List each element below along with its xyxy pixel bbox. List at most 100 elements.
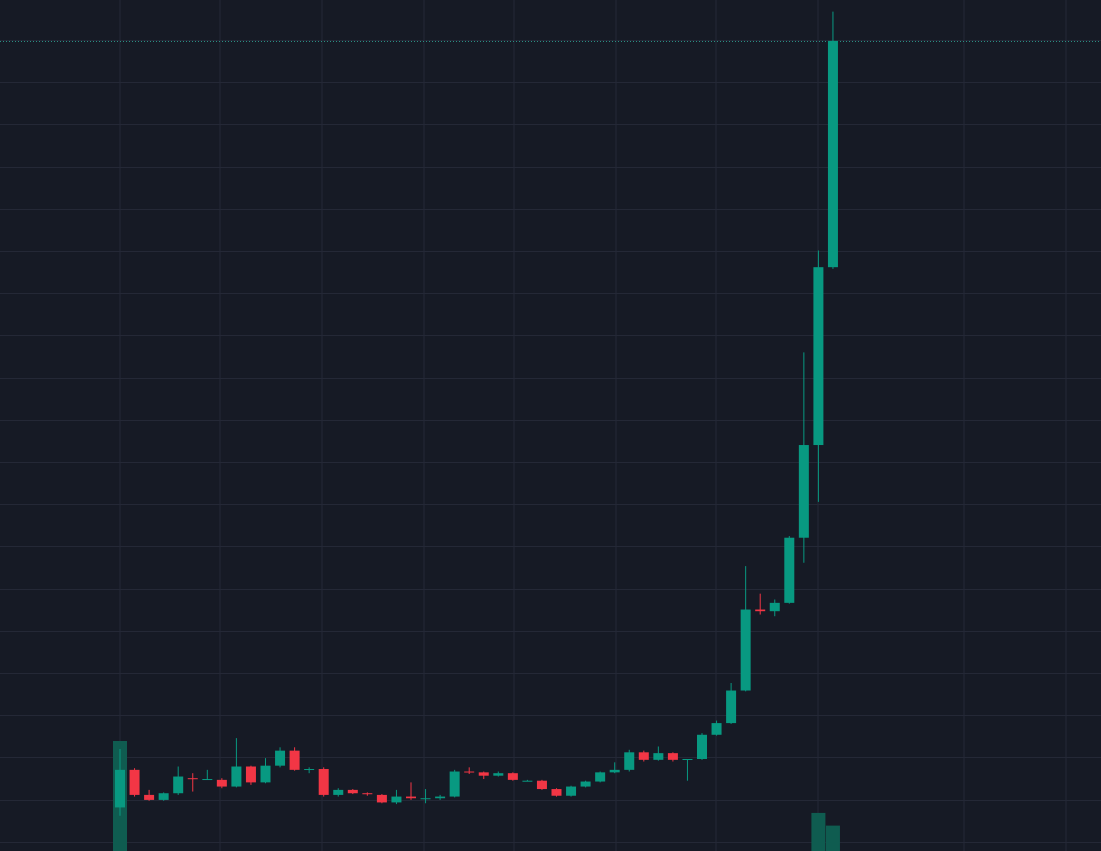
candle-body (420, 798, 431, 800)
candle-body (711, 723, 722, 735)
candle-body (115, 769, 125, 808)
candle-body (158, 793, 169, 800)
candle-body (245, 766, 256, 783)
candle[interactable] (376, 794, 387, 804)
candle[interactable] (493, 771, 504, 777)
candle[interactable] (711, 720, 722, 736)
candle[interactable] (551, 788, 562, 797)
candle[interactable] (289, 747, 300, 771)
candle[interactable] (304, 767, 315, 774)
candle[interactable] (653, 746, 664, 761)
candle[interactable] (755, 593, 766, 615)
candle-body (566, 786, 577, 796)
candle[interactable] (595, 771, 606, 783)
candle-body (493, 773, 504, 776)
candle[interactable] (827, 11, 838, 269)
candle-body (653, 753, 664, 760)
candle-body (391, 796, 402, 803)
candle[interactable] (333, 788, 344, 797)
candle[interactable] (464, 767, 475, 775)
candle-body (798, 445, 809, 538)
candle-body (216, 779, 227, 787)
candle-body (595, 772, 606, 782)
candles[interactable] (115, 11, 838, 816)
candle-body (304, 769, 315, 771)
candle[interactable] (449, 769, 460, 798)
candle[interactable] (362, 792, 373, 796)
volume-bar (811, 812, 826, 851)
candle-body (406, 796, 416, 799)
candle[interactable] (638, 750, 649, 762)
candle-body (536, 780, 547, 790)
candle[interactable] (318, 767, 329, 797)
candle-body (231, 766, 242, 787)
candle-body (813, 267, 824, 446)
candle-body (173, 776, 184, 794)
candle-body (202, 779, 213, 781)
candle[interactable] (144, 789, 155, 801)
candle-body (333, 789, 344, 795)
candle[interactable] (216, 778, 227, 789)
candle-body (464, 771, 475, 773)
candle[interactable] (158, 792, 169, 801)
candle-body (318, 769, 329, 795)
volume-bar (825, 825, 840, 851)
candle[interactable] (726, 683, 737, 724)
candle-body (667, 753, 678, 760)
candle-body (682, 758, 693, 760)
candle[interactable] (769, 599, 780, 617)
candle[interactable] (245, 765, 256, 785)
candle[interactable] (478, 771, 489, 780)
candle[interactable] (435, 794, 446, 800)
candle[interactable] (260, 758, 271, 784)
candle-body (609, 769, 620, 773)
candle[interactable] (624, 749, 635, 772)
candle[interactable] (391, 789, 402, 805)
candle[interactable] (798, 352, 809, 563)
candle[interactable] (536, 779, 547, 790)
candle-body (275, 750, 286, 766)
candle[interactable] (566, 785, 577, 797)
candle-body (187, 778, 198, 780)
candle[interactable] (813, 250, 824, 502)
candle-body (144, 794, 155, 800)
candle-body (435, 796, 446, 799)
candle-body (551, 789, 562, 796)
candle-body (376, 794, 387, 803)
candle-body (726, 690, 737, 724)
candle[interactable] (275, 747, 286, 768)
candle[interactable] (420, 789, 431, 804)
candle[interactable] (522, 779, 533, 782)
candle[interactable] (406, 782, 416, 800)
candle[interactable] (129, 768, 140, 797)
candle[interactable] (507, 772, 518, 781)
candle[interactable] (173, 766, 184, 795)
candle-body (827, 40, 838, 268)
candle[interactable] (115, 748, 125, 816)
candle-body (362, 793, 373, 795)
candle[interactable] (202, 769, 213, 781)
candle[interactable] (667, 752, 678, 762)
candle[interactable] (609, 762, 620, 774)
candle[interactable] (187, 773, 198, 792)
candle[interactable] (347, 789, 358, 795)
candle[interactable] (697, 733, 707, 760)
candle-body (522, 780, 533, 782)
candle-body (638, 752, 649, 760)
candle-body (260, 765, 271, 783)
candle-body (449, 771, 460, 797)
candle[interactable] (580, 780, 591, 788)
candle-body (740, 609, 751, 691)
candle-body (478, 772, 489, 776)
candle-body (129, 769, 140, 795)
candle-body (697, 734, 707, 759)
candle-body (784, 537, 795, 603)
candle[interactable] (682, 758, 693, 781)
candle[interactable] (784, 536, 795, 604)
candle-body (580, 781, 591, 787)
candle[interactable] (231, 738, 242, 788)
candle[interactable] (740, 566, 751, 692)
